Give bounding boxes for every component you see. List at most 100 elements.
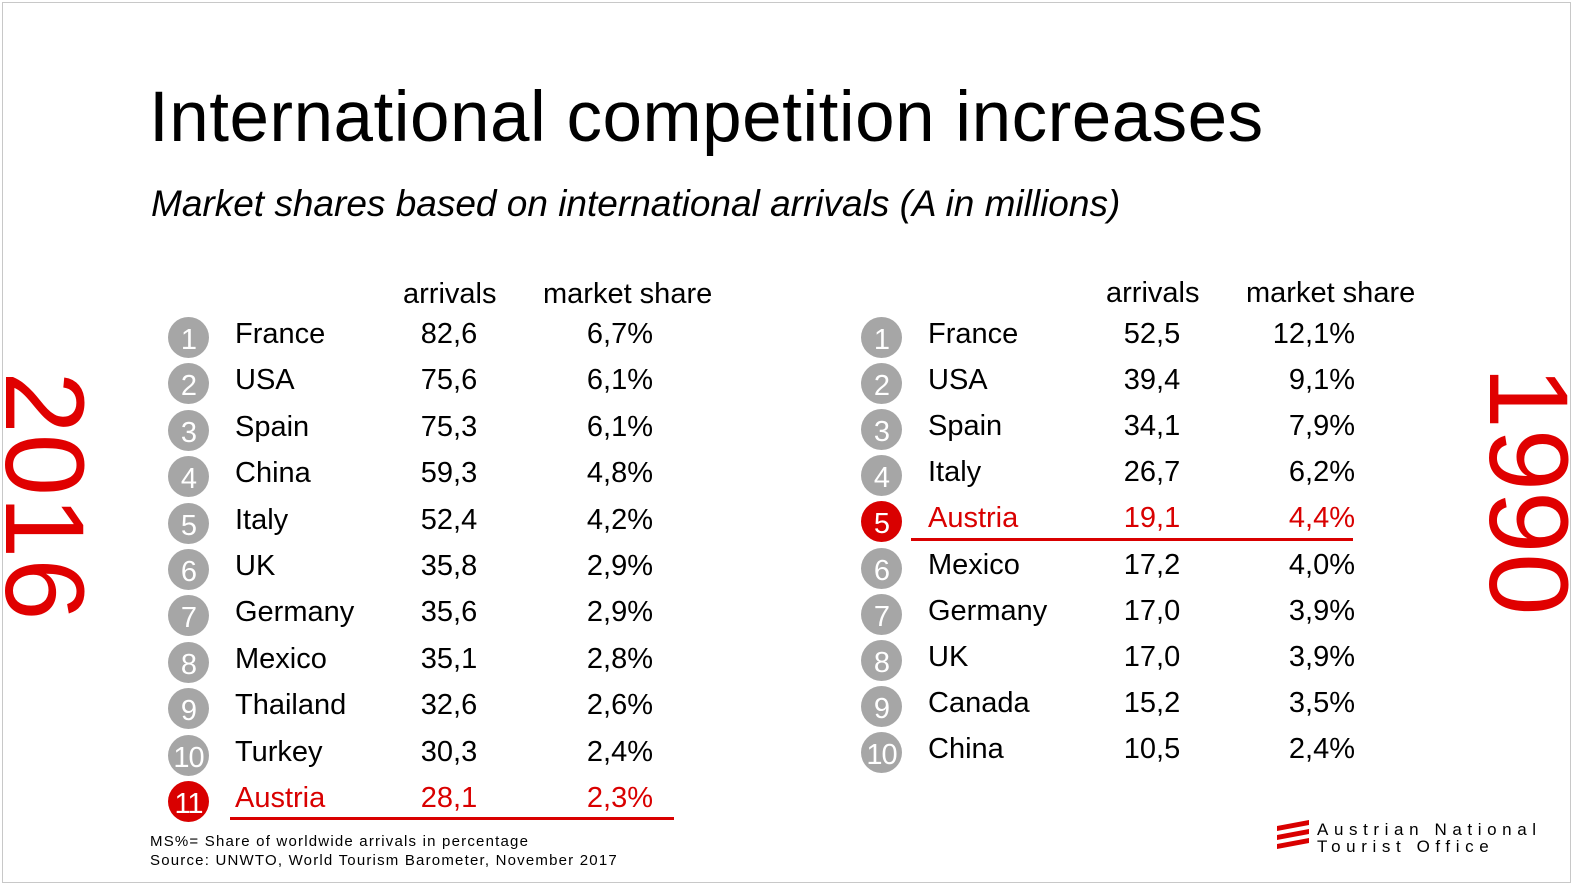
country-name: Italy: [928, 456, 982, 489]
anto-logo: Austrian National Tourist Office: [1275, 819, 1555, 859]
market-share-value: 2,9%: [586, 596, 653, 629]
rank-badge: 9: [168, 688, 209, 730]
arrivals-value: 17,0: [1123, 640, 1181, 673]
country-name: Turkey: [235, 735, 323, 768]
arrivals-value: 26,7: [1123, 456, 1181, 489]
market-share-value: 6,2%: [1288, 456, 1355, 489]
table-row: 5 Italy 52,4 4,2%: [168, 502, 708, 545]
arrivals-value: 35,8: [420, 550, 478, 582]
market-share-value: 3,9%: [1288, 594, 1355, 627]
country-name: Germany: [928, 594, 1048, 627]
table-row: 11 Austria 28,1 2,3%: [168, 781, 708, 823]
arrivals-value: 32,6: [420, 689, 478, 722]
country-name: Mexico: [235, 642, 327, 675]
footnote-source: Source: UNWTO, World Tourism Barometer, …: [150, 852, 618, 869]
table-row: 1 France 82,6 6,7%: [168, 317, 708, 359]
arrivals-value: 30,3: [420, 735, 478, 768]
market-share-value: 6,7%: [586, 318, 653, 350]
rank-badge: 8: [168, 641, 209, 683]
rank-badge: 10: [168, 734, 209, 776]
table-row: 8 Mexico 35,1 2,8%: [168, 641, 708, 684]
country-name: Canada: [928, 686, 1030, 719]
arrivals-value: 75,3: [420, 410, 478, 443]
rank-badge: 1: [168, 317, 209, 358]
country-name: China: [928, 732, 1004, 765]
country-name: Thailand: [235, 689, 347, 722]
rank-badge: 5: [168, 502, 209, 544]
arrivals-value: 75,6: [420, 364, 478, 397]
table-row: 2 USA 39,4 9,1%: [861, 363, 1401, 405]
arrivals-value: 39,4: [1123, 364, 1181, 397]
rank-badge: 1: [861, 317, 902, 358]
rank-badge: 6: [168, 549, 209, 590]
austria-underline-1990: [911, 538, 1353, 541]
country-name: France: [928, 318, 1019, 350]
rank-badge: 8: [861, 639, 902, 681]
rank-badge: 7: [168, 595, 209, 637]
rank-badge: 4: [168, 456, 209, 498]
country-name: Italy: [235, 503, 289, 536]
arrivals-value: 10,5: [1123, 732, 1181, 765]
table-row: 10 Turkey 30,3 2,4%: [168, 734, 708, 777]
arrivals-value: 17,2: [1123, 548, 1181, 581]
country-name: Spain: [235, 410, 310, 443]
logo-text-line1: Austrian National: [1317, 820, 1542, 839]
market-share-value: 2,6%: [586, 689, 653, 722]
arrivals-value: 82,6: [420, 318, 478, 350]
table-row: 4 Italy 26,7 6,2%: [861, 455, 1401, 497]
header-arrivals-1990: arrivals: [1106, 277, 1200, 309]
rank-badge: 11: [168, 781, 209, 822]
market-share-value: 7,9%: [1288, 410, 1355, 443]
table-row: 8 UK 17,0 3,9%: [861, 639, 1401, 682]
arrivals-value: 17,0: [1123, 594, 1181, 627]
market-share-value: 6,1%: [586, 410, 653, 443]
market-share-value: 4,2%: [586, 503, 653, 536]
arrivals-value: 28,1: [420, 782, 478, 814]
flag-stripes-icon: [1277, 820, 1309, 849]
rank-badge: 3: [861, 409, 902, 451]
table-row: 6 Mexico 17,2 4,0%: [861, 547, 1401, 590]
year-label-1990: 1990: [1466, 366, 1571, 616]
market-share-value: 2,3%: [586, 782, 653, 814]
country-name: UK: [928, 640, 969, 673]
header-market-share-2016: market share: [543, 278, 713, 310]
table-row: 3 Spain 34,1 7,9%: [861, 409, 1401, 451]
country-name: UK: [235, 550, 276, 582]
country-name: China: [235, 457, 311, 490]
table-row: 9 Thailand 32,6 2,6%: [168, 688, 708, 730]
market-share-value: 2,4%: [586, 735, 653, 768]
market-share-value: 2,9%: [586, 550, 653, 582]
header-arrivals-2016: arrivals: [403, 278, 497, 310]
market-share-value: 6,1%: [586, 364, 653, 397]
country-name: USA: [928, 364, 988, 397]
header-market-share-1990: market share: [1246, 277, 1416, 309]
footnote-definition: MS%= Share of worldwide arrivals in perc…: [150, 833, 530, 850]
market-share-value: 3,5%: [1288, 686, 1355, 719]
arrivals-value: 15,2: [1123, 686, 1181, 719]
country-name: Austria: [235, 782, 326, 814]
table-row: 10 China 10,5 2,4%: [861, 731, 1401, 774]
market-share-value: 4,8%: [586, 457, 653, 490]
market-share-value: 12,1%: [1272, 318, 1355, 350]
arrivals-value: 19,1: [1123, 502, 1181, 535]
logo-text-line2: Tourist Office: [1317, 837, 1495, 856]
table-row: 5 Austria 19,1 4,4%: [861, 501, 1401, 543]
market-share-value: 3,9%: [1288, 640, 1355, 673]
country-name: Austria: [928, 502, 1019, 535]
rank-badge: 2: [861, 363, 902, 405]
market-share-value: 2,8%: [586, 642, 653, 675]
page-title: International competition increases: [149, 78, 1264, 157]
arrivals-value: 52,4: [420, 503, 478, 536]
rank-badge: 10: [861, 731, 902, 773]
country-name: Spain: [928, 410, 1003, 443]
table-row: 7 Germany 17,0 3,9%: [861, 593, 1401, 636]
table-row: 7 Germany 35,6 2,9%: [168, 595, 708, 637]
table-row: 3 Spain 75,3 6,1%: [168, 409, 708, 452]
austria-underline-2016: [230, 817, 674, 820]
market-share-value: 4,4%: [1288, 502, 1355, 535]
table-row: 2 USA 75,6 6,1%: [168, 363, 708, 405]
market-share-value: 9,1%: [1288, 364, 1355, 397]
table-row: 4 China 59,3 4,8%: [168, 456, 708, 498]
arrivals-value: 52,5: [1123, 318, 1181, 350]
